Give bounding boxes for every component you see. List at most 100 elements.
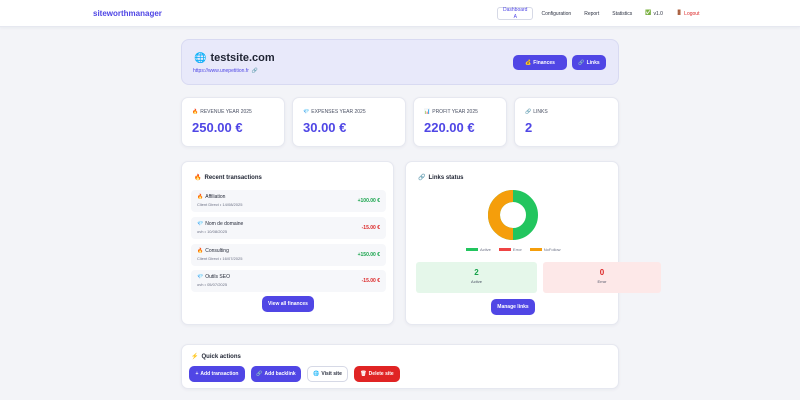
nav-statistics-label: Statistics bbox=[612, 10, 633, 17]
visit-site-button[interactable]: 🌐 Visit site bbox=[307, 366, 348, 382]
add-backlink-button[interactable]: 🔗 Add backlink bbox=[251, 366, 301, 382]
header-buttons: 💰 Finances 🔗 Links bbox=[513, 55, 606, 70]
site-title: 🌐 testsite.com bbox=[194, 52, 275, 64]
legend-swatch-error bbox=[498, 248, 511, 252]
nav-statistics[interactable]: Statistics bbox=[607, 7, 637, 20]
fire-icon: 🔥 bbox=[192, 109, 199, 115]
quick-actions-card: ⚡ Quick actions + Add transaction 🔗 Add … bbox=[181, 344, 619, 389]
transaction-meta: ovh • 10/08/2025 bbox=[197, 229, 228, 234]
active-links-box: 2 Active bbox=[416, 262, 537, 293]
transaction-row[interactable]: 💎 Nom de domaine ovh • 10/08/2025 -15.00 … bbox=[191, 217, 386, 239]
link-icon: 🔗 bbox=[256, 371, 263, 377]
quick-actions-title: ⚡ Quick actions bbox=[191, 353, 241, 361]
transaction-name-text: Outils SEO bbox=[205, 274, 230, 280]
finances-button[interactable]: 💰 Finances bbox=[513, 55, 567, 70]
lightning-icon: ⚡ bbox=[191, 354, 199, 360]
legend-swatch-nofollow bbox=[529, 248, 542, 252]
delete-site-label: Delete site bbox=[368, 371, 394, 377]
stat-profit-label-text: PROFIT YEAR 2025 bbox=[432, 109, 478, 115]
visit-site-label: Visit site bbox=[321, 371, 342, 377]
fire-icon: 🔥 bbox=[197, 248, 204, 254]
stat-expenses-label-text: EXPENSES YEAR 2025 bbox=[311, 109, 366, 115]
legend-nofollow: NoFollow bbox=[529, 247, 561, 252]
stat-links-label-text: LINKS bbox=[533, 109, 548, 115]
manage-links-button[interactable]: Manage links bbox=[491, 299, 535, 315]
link-icon: 🔗 bbox=[251, 68, 259, 74]
transaction-name: 🔥 Affiliation bbox=[197, 194, 225, 200]
nav-configuration[interactable]: Configuration bbox=[536, 7, 576, 20]
add-transaction-label: Add transaction bbox=[200, 371, 239, 377]
transaction-name: 💎 Nom de domaine bbox=[197, 221, 243, 227]
error-links-count: 0 bbox=[599, 268, 605, 277]
stat-revenue-label-text: REVENUE YEAR 2025 bbox=[200, 109, 252, 115]
stat-profit-value: 220.00 € bbox=[424, 120, 475, 135]
logout-icon: 🚪 bbox=[675, 10, 683, 16]
main-nav: Dashboard A Configuration Report Statist… bbox=[497, 7, 704, 20]
top-navbar: siteworthmanager Dashboard A Configurati… bbox=[0, 0, 800, 27]
stat-profit: 📊 PROFIT YEAR 2025 220.00 € bbox=[413, 97, 507, 147]
brand-logo[interactable]: siteworthmanager bbox=[93, 9, 162, 18]
stat-links: 🔗 LINKS 2 bbox=[514, 97, 619, 147]
nav-report[interactable]: Report bbox=[579, 7, 604, 20]
transactions-title: 🔥 Recent transactions bbox=[194, 174, 262, 182]
transaction-name-text: Affiliation bbox=[205, 194, 226, 200]
diamond-icon: 💎 bbox=[197, 274, 204, 280]
chart-icon: 📊 bbox=[424, 109, 431, 115]
fire-icon: 🔥 bbox=[194, 175, 202, 181]
stat-links-label: 🔗 LINKS bbox=[525, 109, 548, 115]
transaction-amount: -15.00 € bbox=[361, 278, 380, 284]
transaction-meta: ovh • 05/07/2025 bbox=[197, 282, 228, 287]
add-transaction-button[interactable]: + Add transaction bbox=[189, 366, 245, 382]
fire-icon: 🔥 bbox=[197, 194, 204, 200]
stat-expenses-value: 30.00 € bbox=[303, 120, 347, 135]
chart-legend: Active Error NoFollow bbox=[466, 247, 560, 252]
error-links-box: 0 Error bbox=[543, 262, 661, 293]
transaction-row[interactable]: 💎 Outils SEO ovh • 05/07/2025 -15.00 € bbox=[191, 270, 386, 292]
transaction-amount: +100.00 € bbox=[357, 198, 380, 204]
links-status-title-text: Links status bbox=[428, 174, 464, 181]
site-title-text: testsite.com bbox=[210, 52, 275, 64]
diamond-icon: 💎 bbox=[197, 221, 204, 227]
legend-swatch-active bbox=[466, 248, 478, 252]
add-backlink-label: Add backlink bbox=[264, 371, 296, 377]
trash-icon: 🗑 bbox=[360, 371, 367, 377]
transaction-row[interactable]: 🔥 Affiliation Client Direct • 14/08/2025 … bbox=[191, 190, 386, 212]
legend-active: Active bbox=[466, 247, 491, 252]
view-all-finances-button[interactable]: View all finances bbox=[262, 296, 314, 312]
links-button[interactable]: 🔗 Links bbox=[572, 55, 606, 70]
legend-error: Error bbox=[498, 247, 522, 252]
transactions-title-text: Recent transactions bbox=[204, 174, 262, 181]
links-donut-chart bbox=[488, 190, 538, 240]
stat-expenses: 💎 EXPENSES YEAR 2025 30.00 € bbox=[292, 97, 406, 147]
active-links-count: 2 bbox=[474, 268, 479, 277]
stat-expenses-label: 💎 EXPENSES YEAR 2025 bbox=[303, 109, 366, 115]
nav-logout[interactable]: 🚪 Logout bbox=[671, 7, 705, 20]
quick-actions-buttons: + Add transaction 🔗 Add backlink 🌐 Visit… bbox=[189, 366, 400, 382]
active-links-label: Active bbox=[471, 279, 482, 284]
links-button-label: Links bbox=[586, 59, 600, 66]
nav-version[interactable]: ✅ v1.0 bbox=[640, 7, 668, 20]
nav-dashboard-label: Dashboard bbox=[503, 6, 528, 13]
nav-dashboard[interactable]: Dashboard A bbox=[497, 6, 534, 20]
quick-actions-title-text: Quick actions bbox=[201, 353, 241, 360]
transaction-name-text: Consulting bbox=[205, 248, 229, 254]
delete-site-button[interactable]: 🗑 Delete site bbox=[354, 366, 400, 382]
globe-icon: 🌐 bbox=[194, 52, 207, 64]
link-icon: 🔗 bbox=[418, 175, 426, 181]
check-icon: ✅ bbox=[645, 10, 652, 16]
transaction-name: 💎 Outils SEO bbox=[197, 274, 230, 280]
finances-button-label: Finances bbox=[533, 59, 555, 66]
nav-configuration-label: Configuration bbox=[541, 10, 572, 17]
globe-icon: 🌐 bbox=[313, 371, 320, 377]
transaction-amount: +150.00 € bbox=[357, 252, 380, 258]
nav-dashboard-sub: A bbox=[513, 13, 517, 20]
links-status-title: 🔗 Links status bbox=[418, 174, 464, 182]
site-url[interactable]: https://www.unepetition.fr 🔗 bbox=[193, 68, 258, 74]
transaction-amount: -15.00 € bbox=[361, 225, 380, 231]
legend-nofollow-label: NoFollow bbox=[543, 247, 561, 252]
transaction-row[interactable]: 🔥 Consulting Client Direct • 16/07/2025 +… bbox=[191, 244, 386, 266]
stat-links-value: 2 bbox=[525, 120, 533, 135]
link-icon: 🔗 bbox=[525, 109, 532, 115]
transaction-name: 🔥 Consulting bbox=[197, 248, 229, 254]
legend-active-label: Active bbox=[480, 247, 491, 252]
